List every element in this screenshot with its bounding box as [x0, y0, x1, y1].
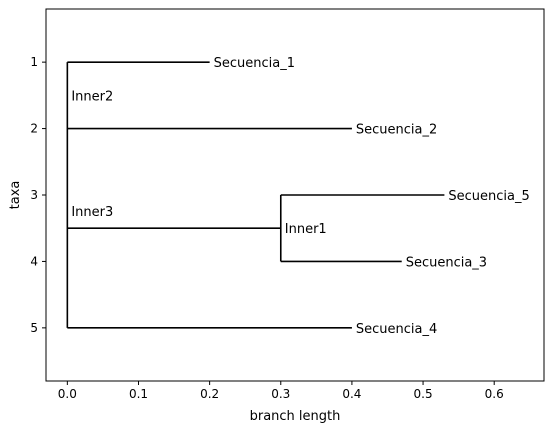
y-tick-label: 5: [30, 321, 38, 335]
y-axis-ticks: 1 2 3 4 5: [30, 55, 46, 335]
internal-node-label: Inner2: [71, 89, 113, 104]
leaf-label: Secuencia_1: [214, 56, 295, 71]
x-tick-label: 0.6: [485, 387, 504, 401]
internal-node-label: Inner1: [285, 222, 327, 237]
y-tick-label: 4: [30, 254, 38, 268]
y-axis-title: taxa: [8, 181, 23, 210]
leaf-label: Secuencia_5: [448, 189, 529, 204]
tree-branches: [66, 61, 445, 329]
y-tick-label: 2: [30, 122, 38, 136]
x-tick-label: 0.5: [414, 387, 433, 401]
y-tick-label: 3: [30, 188, 38, 202]
node-labels: Inner2 Inner3 Inner1 Secuencia_1 Secuencia_2…: [71, 56, 529, 337]
x-tick-label: 0.3: [271, 387, 290, 401]
x-tick-label: 0.2: [200, 387, 219, 401]
internal-node-label: Inner3: [71, 205, 113, 220]
leaf-label: Secuencia_3: [406, 255, 487, 270]
x-axis-title: branch length: [250, 409, 341, 424]
x-tick-label: 0.0: [58, 387, 77, 401]
y-tick-label: 1: [30, 55, 38, 69]
leaf-label: Secuencia_4: [356, 322, 437, 337]
x-tick-label: 0.4: [342, 387, 361, 401]
x-tick-label: 0.1: [129, 387, 148, 401]
leaf-label: Secuencia_2: [356, 123, 437, 138]
x-axis-ticks: 0.0 0.1 0.2 0.3 0.4 0.5 0.6: [58, 381, 504, 401]
